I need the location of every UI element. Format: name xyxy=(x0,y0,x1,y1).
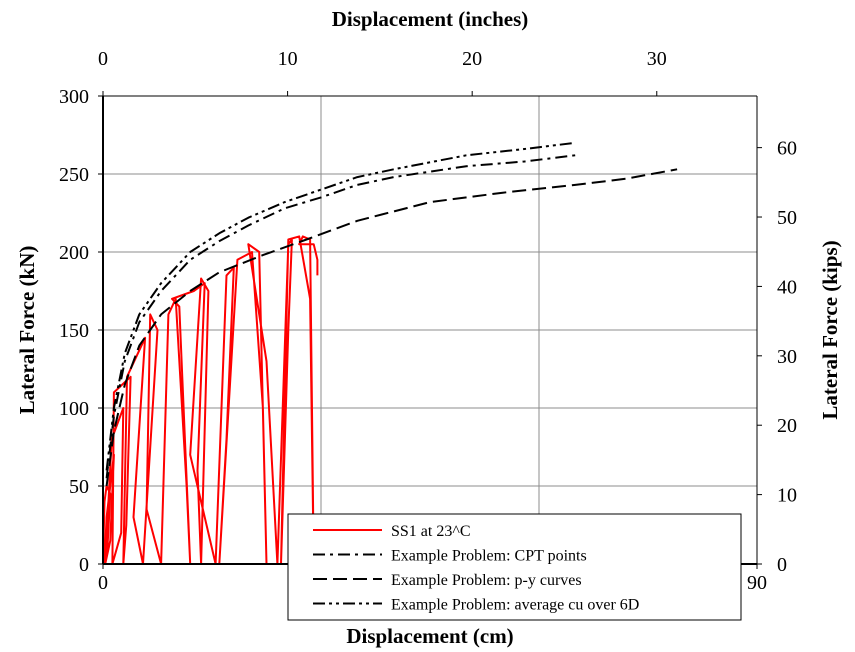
legend-label-0: SS1 at 23^C xyxy=(391,523,471,540)
x2-tick-label: 0 xyxy=(98,48,108,70)
x-tick-label: 90 xyxy=(747,572,767,594)
y-tick-label: 150 xyxy=(59,320,89,342)
top-axis-title: Displacement (inches) xyxy=(332,7,529,31)
y2-tick-label: 50 xyxy=(777,207,797,229)
y-tick-label: 50 xyxy=(69,476,89,498)
x2-tick-label: 30 xyxy=(647,48,667,70)
bottom-axis-title: Displacement (cm) xyxy=(346,624,513,648)
y2-tick-label: 40 xyxy=(777,276,797,298)
x-tick-label: 0 xyxy=(98,572,108,594)
y-tick-label: 250 xyxy=(59,164,89,186)
y2-tick-label: 60 xyxy=(777,138,797,160)
legend-box xyxy=(287,513,742,621)
y-tick-label: 100 xyxy=(59,398,89,420)
y2-tick-label: 30 xyxy=(777,346,797,368)
legend: SS1 at 23^C Example Problem: CPT points Ex… xyxy=(287,513,742,621)
x2-tick-label: 10 xyxy=(278,48,298,70)
series-line-2 xyxy=(105,168,678,487)
y2-tick-label: 10 xyxy=(777,485,797,507)
legend-label-1: Example Problem: CPT points xyxy=(391,548,587,565)
series-line-1 xyxy=(105,154,576,479)
left-axis-title: Lateral Force (kN) xyxy=(15,246,39,415)
y2-tick-label: 20 xyxy=(777,415,797,437)
y-tick-label: 300 xyxy=(59,86,89,108)
legend-label-2: Example Problem: p-y curves xyxy=(391,572,582,589)
x2-tick-label: 20 xyxy=(462,48,482,70)
right-axis-title: Lateral Force (kips) xyxy=(818,240,842,419)
series-line-3 xyxy=(105,141,576,471)
y2-tick-label: 0 xyxy=(777,554,787,576)
legend-label-3: Example Problem: average cu over 6D xyxy=(391,597,639,614)
series-group xyxy=(102,141,678,565)
tick-labels: 0306090050100150200250300010203001020304… xyxy=(59,48,797,594)
series-line-0 xyxy=(102,235,319,565)
grid-lines xyxy=(103,95,758,564)
y-tick-label: 200 xyxy=(59,242,89,264)
y-tick-label: 0 xyxy=(79,554,89,576)
